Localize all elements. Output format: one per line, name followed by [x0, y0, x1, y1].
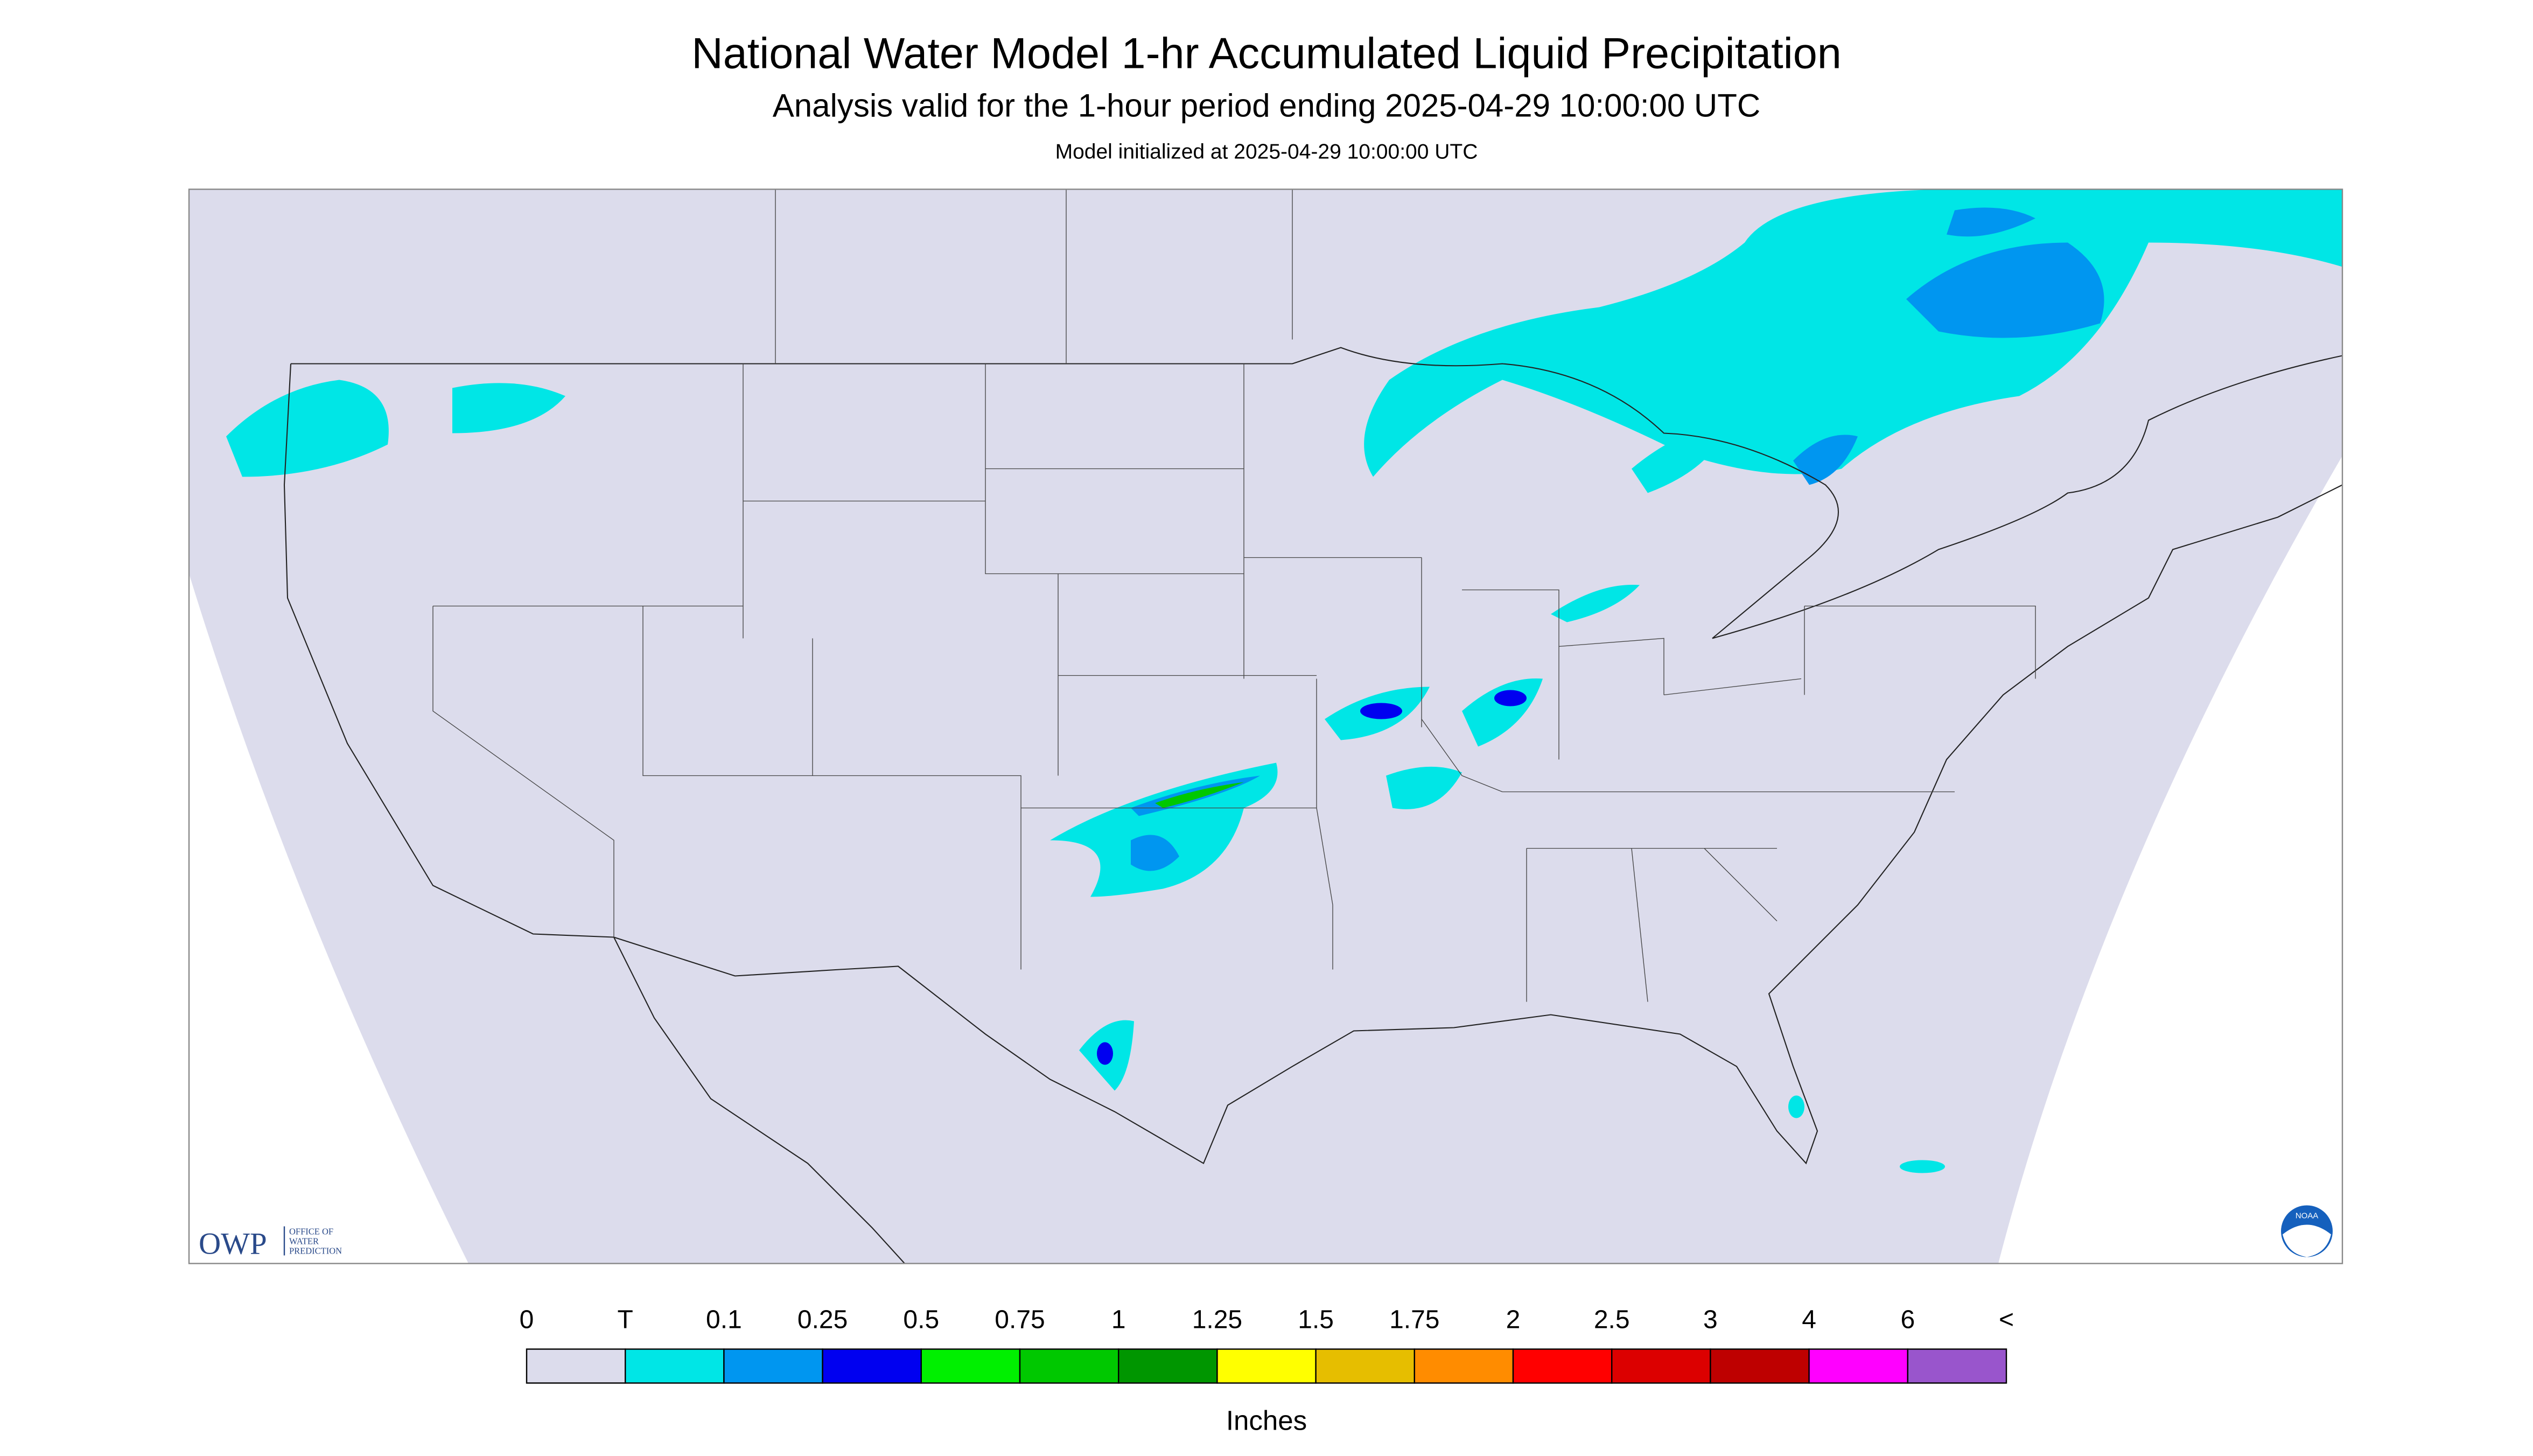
legend-swatch — [1512, 1348, 1613, 1384]
map-frame — [188, 188, 2343, 1264]
legend-label: 0.5 — [903, 1306, 939, 1334]
legend-swatch — [1216, 1348, 1317, 1384]
owp-office: PREDICTION — [289, 1246, 342, 1256]
legend-label: 0 — [520, 1306, 534, 1334]
legend-label: 1.5 — [1298, 1306, 1334, 1334]
legend-label: 2.5 — [1594, 1306, 1630, 1334]
legend-label: 0.25 — [797, 1306, 848, 1334]
noaa-logo: NOAA — [2281, 1205, 2333, 1257]
legend: 0 T 0.1 0.25 0.5 0.75 1 1.25 1.5 1.75 2 2.5 3 4 6 < — [520, 1306, 2014, 1384]
legend-label: T — [618, 1306, 633, 1334]
title: National Water Model 1-hr Accumulated Li… — [691, 30, 1842, 78]
owp-office: WATER — [289, 1236, 319, 1247]
legend-swatch — [1710, 1348, 1810, 1384]
legend-label: 3 — [1703, 1306, 1718, 1334]
init-time: Model initialized at 2025-04-29 10:00:00… — [1055, 141, 1478, 164]
legend-swatch — [723, 1348, 823, 1384]
legend-label: 6 — [1900, 1306, 1915, 1334]
legend-swatch — [1414, 1348, 1514, 1384]
legend-swatch — [1019, 1348, 1119, 1384]
borders — [283, 189, 2343, 1264]
legend-label: 1.25 — [1192, 1306, 1242, 1334]
legend-label: 1.75 — [1389, 1306, 1439, 1334]
owp-office: OFFICE OF — [289, 1227, 333, 1237]
legend-label: 2 — [1506, 1306, 1521, 1334]
precip-areas — [226, 189, 2342, 1173]
legend-swatch — [822, 1348, 922, 1384]
map — [189, 189, 2343, 1264]
legend-swatch — [1118, 1348, 1218, 1384]
legend-label: 4 — [1802, 1306, 1816, 1334]
legend-label: 0.75 — [995, 1306, 1045, 1334]
legend-swatch — [1611, 1348, 1711, 1384]
legend-label: 0.1 — [706, 1306, 742, 1334]
legend-swatch — [526, 1348, 626, 1384]
legend-swatch — [920, 1348, 1021, 1384]
legend-unit: Inches — [1226, 1405, 1307, 1436]
noaa-text: NOAA — [2296, 1212, 2319, 1221]
owp-logo: OWP OFFICE OF WATER PREDICTION — [199, 1226, 342, 1261]
legend-swatch — [625, 1348, 725, 1384]
owp-text: OWP — [199, 1227, 267, 1261]
legend-swatch — [1907, 1348, 2007, 1384]
legend-swatch — [1315, 1348, 1415, 1384]
legend-swatch — [1808, 1348, 1909, 1384]
subtitle: Analysis valid for the 1-hour period end… — [773, 88, 1760, 124]
legend-label: < — [1999, 1306, 2014, 1334]
legend-label: 1 — [1111, 1306, 1126, 1334]
